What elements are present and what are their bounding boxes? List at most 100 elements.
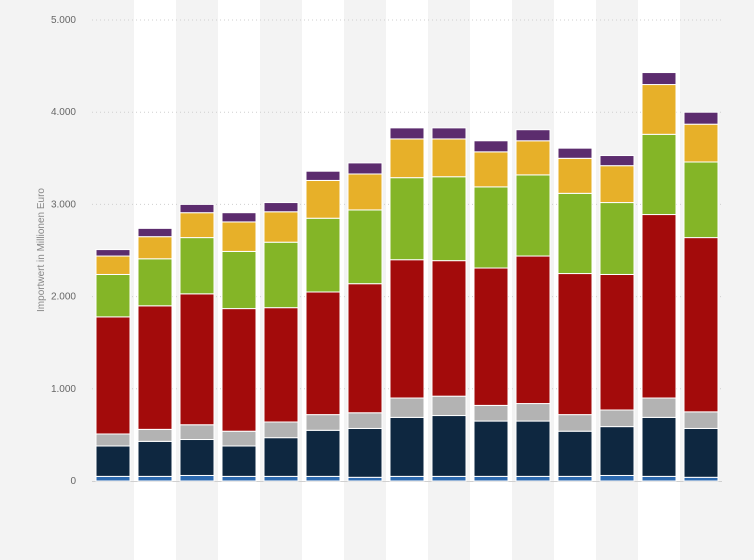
bar-segment[interactable] [95,445,131,477]
bar-segment[interactable] [179,439,215,476]
bar-stack[interactable] [389,127,425,482]
bar-segment[interactable] [221,221,257,252]
bar-segment[interactable] [557,414,593,432]
bar-segment[interactable] [221,250,257,310]
bar-segment[interactable] [599,165,635,204]
bar-segment[interactable] [179,424,215,441]
bar-segment[interactable] [515,403,551,422]
bar-segment[interactable] [263,475,299,482]
bar-stack[interactable] [137,227,173,482]
bar-stack[interactable] [599,155,635,482]
bar-segment[interactable] [137,236,173,260]
bar-segment[interactable] [431,415,467,477]
bar-segment[interactable] [557,430,593,477]
bar-segment[interactable] [599,202,635,275]
bar-segment[interactable] [473,140,509,153]
bar-segment[interactable] [599,155,635,167]
bar-segment[interactable] [305,179,341,219]
bar-stack[interactable] [683,111,719,482]
bar-segment[interactable] [431,138,467,178]
bar-segment[interactable] [641,133,677,216]
bar-stack[interactable] [431,127,467,482]
bar-segment[interactable] [179,212,215,239]
bar-segment[interactable] [473,267,509,406]
bar-segment[interactable] [641,84,677,135]
bar-segment[interactable] [95,249,131,257]
bar-segment[interactable] [557,157,593,194]
bar-segment[interactable] [137,475,173,482]
bar-segment[interactable] [137,305,173,430]
bar-segment[interactable] [515,255,551,405]
bar-segment[interactable] [95,316,131,435]
bar-segment[interactable] [305,475,341,482]
bar-stack[interactable] [347,162,383,482]
bar-stack[interactable] [95,249,131,482]
bar-segment[interactable] [95,255,131,275]
bar-segment[interactable] [305,414,341,431]
bar-segment[interactable] [557,147,593,159]
bar-segment[interactable] [431,395,467,417]
bar-segment[interactable] [347,173,383,211]
bar-stack[interactable] [221,212,257,482]
bar-segment[interactable] [221,212,257,223]
bar-segment[interactable] [389,259,425,399]
bar-segment[interactable] [515,129,551,142]
bar-segment[interactable] [95,433,131,447]
bar-stack[interactable] [179,203,215,482]
bar-segment[interactable] [557,273,593,416]
bar-segment[interactable] [473,475,509,482]
bar-segment[interactable] [389,416,425,477]
bar-segment[interactable] [95,475,131,482]
bar-segment[interactable] [389,177,425,261]
bar-segment[interactable] [305,429,341,477]
bar-segment[interactable] [641,72,677,86]
bar-segment[interactable] [221,308,257,432]
bar-segment[interactable] [683,237,719,413]
bar-segment[interactable] [221,445,257,477]
bar-segment[interactable] [305,291,341,416]
bar-segment[interactable] [137,428,173,442]
bar-segment[interactable] [557,192,593,275]
bar-segment[interactable] [263,241,299,309]
bar-segment[interactable] [347,283,383,414]
bar-segment[interactable] [221,475,257,482]
bar-segment[interactable] [347,427,383,478]
bar-segment[interactable] [473,420,509,477]
bar-segment[interactable] [347,162,383,175]
bar-stack[interactable] [305,170,341,482]
bar-segment[interactable] [263,307,299,423]
bar-segment[interactable] [599,409,635,428]
bar-segment[interactable] [347,476,383,482]
bar-stack[interactable] [557,147,593,482]
bar-segment[interactable] [347,412,383,429]
bar-segment[interactable] [641,416,677,477]
bar-segment[interactable] [263,437,299,477]
bar-segment[interactable] [515,140,551,176]
bar-segment[interactable] [179,203,215,214]
bar-segment[interactable] [179,293,215,426]
bar-segment[interactable] [515,420,551,477]
bar-segment[interactable] [431,127,467,140]
bar-segment[interactable] [263,421,299,439]
bar-segment[interactable] [683,476,719,482]
bar-segment[interactable] [221,430,257,447]
bar-segment[interactable] [683,427,719,478]
bar-segment[interactable] [683,411,719,429]
bar-segment[interactable] [137,440,173,477]
bar-segment[interactable] [347,209,383,285]
bar-segment[interactable] [137,258,173,307]
bar-segment[interactable] [515,174,551,257]
bar-segment[interactable] [641,475,677,482]
bar-segment[interactable] [599,273,635,411]
bar-stack[interactable] [515,129,551,482]
bar-segment[interactable] [473,151,509,188]
bar-segment[interactable] [683,123,719,163]
bar-segment[interactable] [179,474,215,482]
bar-segment[interactable] [179,237,215,295]
bar-segment[interactable] [95,273,131,318]
bar-segment[interactable] [389,475,425,482]
bar-segment[interactable] [473,186,509,269]
bar-segment[interactable] [683,111,719,125]
bar-segment[interactable] [599,426,635,476]
bar-segment[interactable] [683,161,719,239]
